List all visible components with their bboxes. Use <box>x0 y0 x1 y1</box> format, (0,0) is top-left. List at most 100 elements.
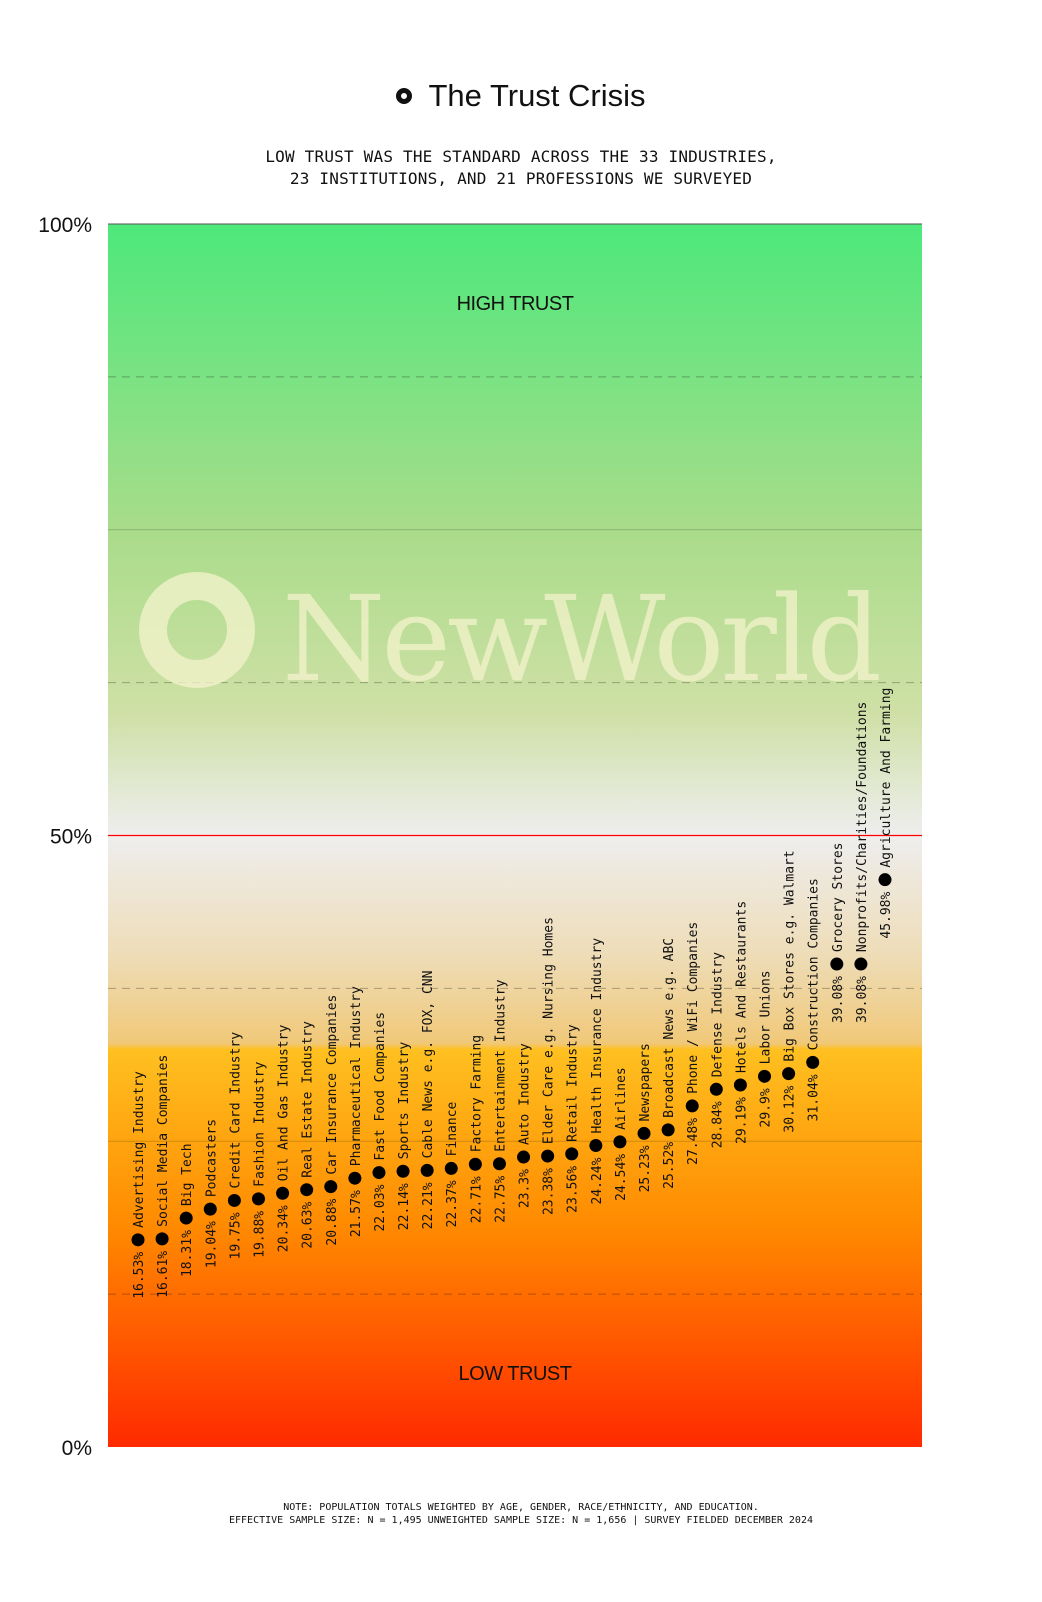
data-point <box>131 1233 145 1247</box>
point-name-label: Fast Food Companies <box>373 1012 388 1161</box>
point-name-label: Airlines <box>614 1067 629 1130</box>
y-tick-label: 0% <box>62 1437 92 1460</box>
footnote: NOTE: POPULATION TOTALS WEIGHTED BY AGE,… <box>0 1501 1042 1527</box>
point-value-label: 19.75% <box>228 1212 243 1259</box>
point-value-label: 23.56% <box>566 1166 581 1213</box>
point-value-label: 22.14% <box>397 1183 412 1230</box>
point-name-label: Phone / WiFi Companies <box>686 922 701 1094</box>
point-name-label: Finance <box>445 1101 460 1156</box>
data-point <box>251 1192 265 1206</box>
data-point <box>709 1082 723 1096</box>
data-point <box>613 1135 627 1149</box>
point-name-label: Podcasters <box>204 1119 219 1197</box>
data-point <box>396 1164 410 1178</box>
data-point <box>637 1126 651 1140</box>
title-ring-icon <box>396 88 413 104</box>
point-value-label: 16.61% <box>156 1251 171 1298</box>
data-point <box>444 1161 458 1175</box>
point-name-label: Fashion Industry <box>252 1061 267 1186</box>
point-name-label: Auto Industry <box>518 1043 533 1145</box>
y-tick-label: 50% <box>50 826 92 849</box>
point-name-label: Agriculture And Farming <box>879 688 894 868</box>
data-point <box>420 1163 434 1177</box>
point-value-label: 19.04% <box>204 1221 219 1268</box>
data-point <box>468 1157 482 1171</box>
data-point <box>492 1157 506 1171</box>
point-value-label: 22.03% <box>373 1184 388 1231</box>
point-name-label: Car Insurance Companies <box>325 995 340 1175</box>
point-value-label: 23.3% <box>518 1169 533 1208</box>
point-value-label: 45.98% <box>879 892 894 939</box>
point-name-label: Pharmaceutical Industry <box>349 986 364 1166</box>
point-name-label: Big Tech <box>180 1143 195 1206</box>
data-point <box>589 1139 603 1153</box>
data-point <box>203 1202 217 1216</box>
point-value-label: 20.88% <box>325 1198 340 1245</box>
data-point <box>685 1099 699 1113</box>
data-point <box>348 1171 362 1185</box>
data-point <box>782 1067 796 1081</box>
point-name-label: Sports Industry <box>397 1042 412 1160</box>
chart-title-wrap: The Trust Crisis <box>0 78 1042 114</box>
point-value-label: 25.23% <box>638 1145 653 1192</box>
point-value-label: 27.48% <box>686 1118 701 1165</box>
point-name-label: Credit Card Industry <box>228 1032 243 1189</box>
data-point <box>854 957 868 971</box>
point-value-label: 21.57% <box>349 1190 364 1237</box>
point-name-label: Grocery Stores <box>831 842 846 952</box>
point-name-label: Nonprofits/Charities/Foundations <box>855 702 870 952</box>
point-name-label: Advertising Industry <box>132 1071 147 1228</box>
point-value-label: 29.9% <box>759 1088 774 1127</box>
point-name-label: Health Insurance Industry <box>590 938 605 1134</box>
point-value-label: 25.52% <box>662 1142 677 1189</box>
point-name-label: Newspapers <box>638 1043 653 1121</box>
footnote-line-2: EFFECTIVE SAMPLE SIZE: N = 1,495 UNWEIGH… <box>229 1515 813 1526</box>
data-point <box>372 1166 386 1180</box>
data-point <box>324 1180 338 1194</box>
point-value-label: 29.19% <box>734 1097 749 1144</box>
y-tick-label: 100% <box>38 214 92 237</box>
point-name-label: Oil And Gas Industry <box>277 1025 292 1182</box>
data-point <box>830 957 844 971</box>
point-value-label: 24.54% <box>614 1154 629 1201</box>
point-name-label: Retail Industry <box>566 1024 581 1142</box>
footnote-line-1: NOTE: POPULATION TOTALS WEIGHTED BY AGE,… <box>283 1502 759 1513</box>
chart-subtitle: LOW TRUST WAS THE STANDARD ACROSS THE 33… <box>0 146 1042 190</box>
point-value-label: 19.88% <box>252 1211 267 1258</box>
point-value-label: 16.53% <box>132 1252 147 1299</box>
point-name-label: Elder Care e.g. Nursing Homes <box>542 917 557 1144</box>
point-value-label: 18.31% <box>180 1230 195 1277</box>
point-name-label: Hotels And Restaurants <box>734 901 749 1073</box>
data-point <box>179 1211 193 1225</box>
point-value-label: 20.63% <box>301 1202 316 1249</box>
point-value-label: 24.24% <box>590 1157 605 1204</box>
point-value-label: 31.04% <box>807 1074 822 1121</box>
point-name-label: Broadcast News e.g. ABC <box>662 938 677 1118</box>
point-value-label: 22.21% <box>421 1182 436 1229</box>
data-point <box>565 1147 579 1161</box>
point-value-label: 39.08% <box>831 976 846 1023</box>
point-name-label: Factory Farming <box>469 1035 484 1152</box>
data-point <box>541 1149 555 1163</box>
data-point <box>276 1186 290 1200</box>
data-point <box>733 1078 747 1092</box>
point-value-label: 22.71% <box>469 1176 484 1223</box>
data-point <box>517 1150 531 1164</box>
point-value-label: 28.84% <box>710 1101 725 1148</box>
watermark-text: NewWorld <box>282 570 880 708</box>
point-value-label: 22.75% <box>493 1176 508 1223</box>
point-value-label: 30.12% <box>783 1085 798 1132</box>
point-value-label: 23.38% <box>542 1168 557 1215</box>
data-point <box>758 1069 772 1083</box>
data-point <box>878 873 892 887</box>
point-name-label: Labor Unions <box>759 970 774 1064</box>
point-name-label: Construction Companies <box>807 878 822 1050</box>
watermark-ring-icon <box>139 572 255 688</box>
high-trust-label: HIGH TRUST <box>457 293 574 315</box>
point-name-label: Defense Industry <box>710 952 725 1077</box>
point-value-label: 22.37% <box>445 1180 460 1227</box>
point-name-label: Real Estate Industry <box>301 1021 316 1178</box>
chart-title-text: The Trust Crisis <box>428 78 646 113</box>
point-name-label: Big Box Stores e.g. Walmart <box>783 850 798 1061</box>
point-name-label: Cable News e.g. FOX, CNN <box>421 971 436 1159</box>
